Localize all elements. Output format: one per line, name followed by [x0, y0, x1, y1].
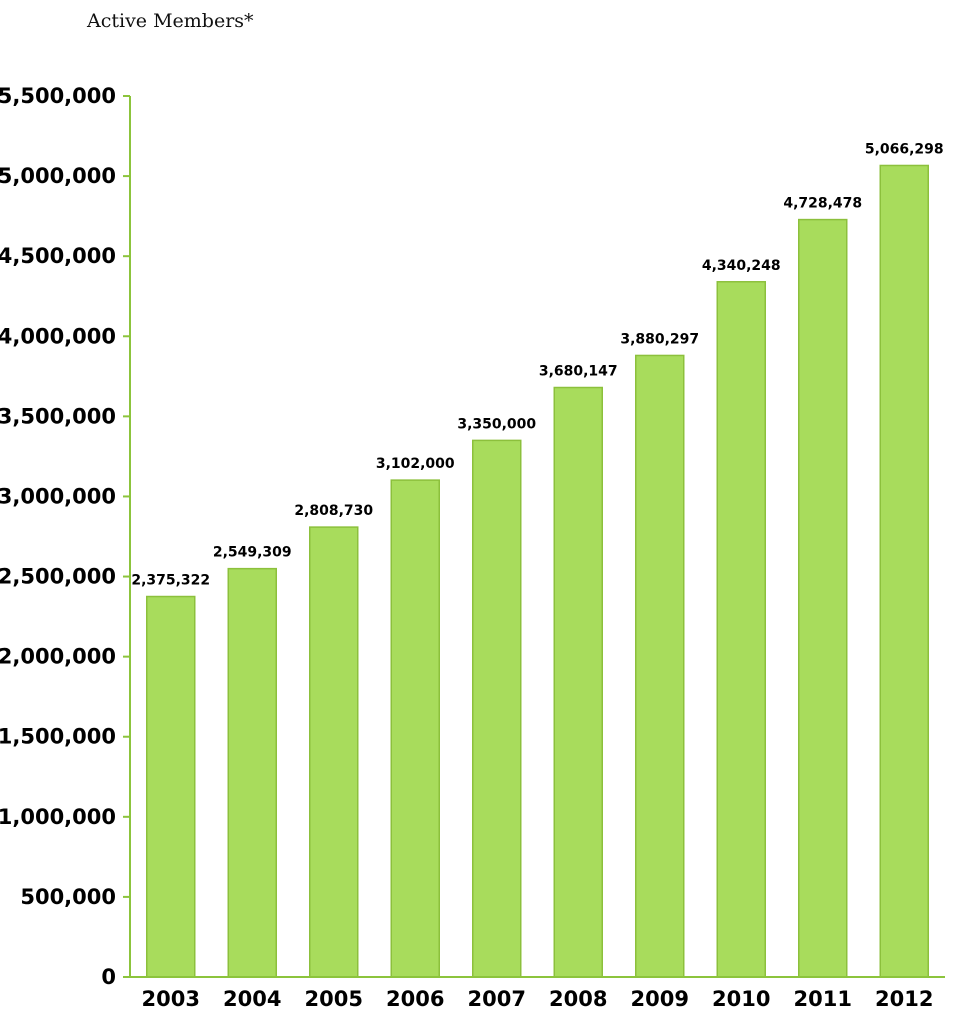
bar-2008 — [553, 386, 603, 978]
value-label-2003: 2,375,322 — [131, 573, 210, 589]
y-tick-label: 5,500,000 — [0, 84, 116, 108]
y-tick-label: 0 — [101, 965, 116, 989]
value-label-2008: 3,680,147 — [539, 364, 618, 380]
x-category-label: 2010 — [712, 987, 770, 1009]
bar-2007 — [472, 439, 522, 978]
x-category-label: 2007 — [468, 987, 526, 1009]
bar-2009 — [635, 354, 685, 978]
x-category-label: 2004 — [223, 987, 281, 1009]
bar-2006 — [390, 479, 440, 978]
x-category-label: 2006 — [386, 987, 444, 1009]
x-category-label: 2011 — [794, 987, 852, 1009]
x-category-label: 2003 — [142, 987, 200, 1009]
value-label-2011: 4,728,478 — [783, 196, 862, 212]
y-tick-label: 2,000,000 — [0, 645, 116, 669]
bar-2011 — [798, 218, 848, 978]
y-tick-label: 1,500,000 — [0, 725, 116, 749]
bars — [146, 164, 929, 978]
y-axis-ticks: 0 500,000 1,000,000 1,500,000 2,000,000 2,500… — [0, 84, 130, 989]
y-tick-label: 4,000,000 — [0, 324, 116, 348]
value-label-2005: 2,808,730 — [294, 503, 373, 519]
y-tick-label: 5,000,000 — [0, 164, 116, 188]
x-category-label: 2012 — [875, 987, 933, 1009]
value-label-2004: 2,549,309 — [213, 545, 292, 561]
value-label-2012: 5,066,298 — [865, 141, 944, 157]
x-axis-labels: 2003 2004 2005 2006 2007 2008 2009 2010 2011 2012 — [142, 987, 934, 1009]
x-category-label: 2009 — [631, 987, 689, 1009]
value-label-2007: 3,350,000 — [457, 416, 536, 432]
bar-2004 — [227, 567, 277, 978]
value-label-2009: 3,880,297 — [620, 331, 699, 347]
bar-2012 — [879, 164, 929, 978]
y-tick-label: 1,000,000 — [0, 805, 116, 829]
y-tick-label: 3,000,000 — [0, 484, 116, 508]
y-tick-label: 500,000 — [20, 885, 116, 909]
bar-2003 — [146, 595, 196, 978]
value-label-2006: 3,102,000 — [376, 456, 455, 472]
axes — [123, 96, 945, 978]
chart-title: Active Members* — [86, 10, 254, 32]
value-label-2010: 4,340,248 — [702, 258, 781, 274]
y-tick-label: 3,500,000 — [0, 404, 116, 428]
y-tick-label: 2,500,000 — [0, 565, 116, 589]
y-tick-label: 4,500,000 — [0, 244, 116, 268]
bar-2010 — [716, 281, 766, 978]
x-category-label: 2008 — [549, 987, 607, 1009]
x-category-label: 2005 — [305, 987, 363, 1009]
bar-2005 — [309, 526, 359, 978]
